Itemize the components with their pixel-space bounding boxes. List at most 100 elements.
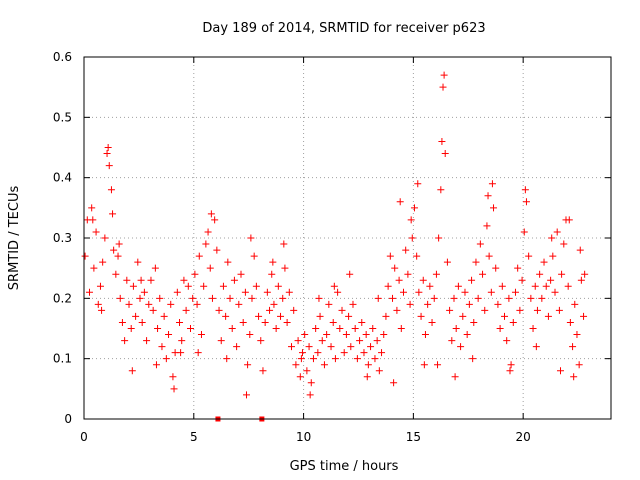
data-point xyxy=(544,312,552,320)
data-point xyxy=(85,288,93,296)
data-point xyxy=(340,349,348,357)
data-point xyxy=(195,252,203,260)
data-point xyxy=(330,282,338,290)
data-point xyxy=(560,240,568,248)
data-point xyxy=(269,258,277,266)
data-point xyxy=(219,282,227,290)
data-point xyxy=(149,306,157,314)
data-point xyxy=(327,343,335,351)
data-point xyxy=(215,306,223,314)
data-point xyxy=(152,361,160,369)
y-tick-label: 0.1 xyxy=(53,352,72,366)
data-point xyxy=(244,361,252,369)
data-point xyxy=(408,234,416,242)
data-point xyxy=(576,246,584,254)
data-point xyxy=(487,288,495,296)
data-point xyxy=(184,282,192,290)
data-point xyxy=(448,337,456,345)
data-point xyxy=(285,288,293,296)
data-point xyxy=(274,282,282,290)
data-point xyxy=(371,355,379,363)
data-point xyxy=(577,276,585,284)
data-point xyxy=(145,300,153,308)
data-point xyxy=(393,306,401,314)
data-point xyxy=(110,246,118,254)
data-point xyxy=(494,300,502,308)
data-point xyxy=(380,331,388,339)
data-point xyxy=(384,282,392,290)
data-point xyxy=(247,234,255,242)
data-point xyxy=(281,264,289,272)
y-tick-label: 0.4 xyxy=(53,171,72,185)
data-point xyxy=(396,198,404,206)
data-point xyxy=(336,325,344,332)
data-point xyxy=(137,276,145,284)
x-tick-label: 5 xyxy=(190,430,198,444)
data-point xyxy=(485,252,493,260)
data-point xyxy=(511,288,519,296)
data-point xyxy=(176,318,184,326)
data-point xyxy=(404,270,412,278)
data-point xyxy=(410,204,418,212)
data-point xyxy=(242,391,250,399)
data-point xyxy=(570,373,578,381)
data-point xyxy=(417,312,425,320)
data-point xyxy=(459,312,467,320)
data-point xyxy=(325,300,333,308)
data-point xyxy=(536,270,544,278)
data-point xyxy=(180,276,188,284)
data-point xyxy=(288,343,296,351)
data-point xyxy=(432,270,440,278)
y-tick-label: 0 xyxy=(64,412,72,426)
data-point xyxy=(503,337,511,345)
data-point xyxy=(476,240,484,248)
data-point xyxy=(338,306,346,314)
data-point xyxy=(362,331,370,339)
data-point xyxy=(136,294,144,302)
data-point xyxy=(349,300,357,308)
data-point xyxy=(186,325,194,332)
data-point xyxy=(297,355,305,363)
data-point xyxy=(301,331,309,339)
data-points xyxy=(81,71,589,422)
y-tick-label: 0.5 xyxy=(53,110,72,124)
data-point xyxy=(378,349,386,357)
y-axis-label: SRMTID / TECUs xyxy=(7,186,22,291)
data-point xyxy=(114,252,122,260)
data-point xyxy=(189,294,197,302)
data-point xyxy=(397,325,405,332)
data-point xyxy=(318,337,326,345)
data-point xyxy=(506,367,514,375)
data-point xyxy=(213,246,221,254)
data-point xyxy=(452,325,460,332)
data-point xyxy=(202,240,210,248)
data-point xyxy=(520,228,528,236)
data-point xyxy=(360,349,368,357)
data-point xyxy=(140,288,148,296)
data-point xyxy=(329,318,337,326)
data-point xyxy=(92,228,100,236)
data-point xyxy=(294,337,302,345)
data-point xyxy=(107,186,115,194)
data-point xyxy=(419,276,427,284)
data-point xyxy=(103,150,111,158)
data-point xyxy=(521,186,529,194)
data-point xyxy=(390,379,398,387)
data-point xyxy=(551,288,559,296)
data-point xyxy=(88,204,96,212)
data-point xyxy=(481,306,489,314)
data-point xyxy=(194,349,202,357)
data-point xyxy=(283,318,291,326)
data-point xyxy=(566,318,574,326)
data-point xyxy=(257,337,265,345)
data-point xyxy=(389,294,397,302)
data-point xyxy=(532,343,540,351)
data-point xyxy=(96,282,104,290)
data-point xyxy=(351,325,359,332)
data-point xyxy=(138,318,146,326)
data-point xyxy=(434,361,442,369)
data-point xyxy=(250,252,258,260)
data-point xyxy=(132,312,140,320)
data-point xyxy=(565,216,573,224)
data-point xyxy=(323,331,331,339)
